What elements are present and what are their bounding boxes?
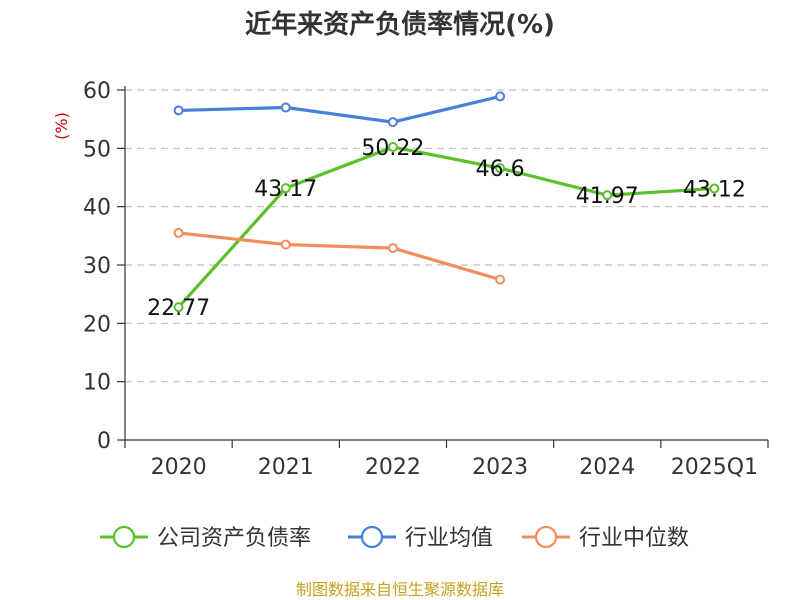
data-point <box>495 274 506 285</box>
series-line <box>177 145 715 309</box>
data-point <box>387 243 398 254</box>
axes: 0 10 20 30 40 50 60 2020 2021 2022 2023 2024 2025Q1 <box>83 79 769 480</box>
data-point <box>173 105 184 116</box>
data-point <box>602 190 613 201</box>
y-tick-label: 0 <box>97 429 111 454</box>
legend-marker <box>112 525 136 549</box>
legend-label: 行业均值 <box>405 526 493 551</box>
data-point <box>280 239 291 250</box>
data-point <box>387 142 398 153</box>
legend-marker <box>360 525 384 549</box>
legend-label: 公司资产负债率 <box>157 526 311 551</box>
data-labels: 22.77 43.17 50.22 46.6 41.97 43.12 <box>147 136 746 321</box>
y-tick-label: 10 <box>83 371 111 396</box>
x-tick-label: 2025Q1 <box>671 455 758 480</box>
data-point <box>173 227 184 238</box>
data-label: 41.97 <box>576 184 639 209</box>
series-lines <box>173 91 720 313</box>
data-point <box>280 102 291 113</box>
data-point <box>495 91 506 102</box>
legend: 公司资产负债率 行业均值 行业中位数 <box>100 525 689 551</box>
y-tick-label: 50 <box>83 137 111 162</box>
y-tick-label: 40 <box>83 196 111 221</box>
data-label: 50.22 <box>361 136 424 161</box>
source-note: 制图数据来自恒生聚源数据库 <box>296 580 504 599</box>
y-tick-label: 20 <box>83 312 111 337</box>
x-tick-label: 2024 <box>579 455 635 480</box>
data-label: 43.17 <box>254 177 317 202</box>
data-point <box>709 183 720 194</box>
y-axis-unit: (%) <box>52 112 71 140</box>
series-line <box>178 231 501 282</box>
series-line <box>178 94 501 124</box>
x-tick-label: 2023 <box>472 455 528 480</box>
y-tick-label: 30 <box>83 254 111 279</box>
x-tick-label: 2021 <box>258 455 314 480</box>
data-point <box>387 117 398 128</box>
x-tick-label: 2020 <box>151 455 207 480</box>
legend-marker <box>534 525 558 549</box>
data-label: 22.77 <box>147 296 210 321</box>
grid-lines <box>125 89 768 383</box>
data-point <box>495 163 506 174</box>
data-point <box>280 183 291 194</box>
data-point <box>173 302 184 313</box>
y-tick-label: 60 <box>83 79 111 104</box>
x-tick-label: 2022 <box>365 455 421 480</box>
data-label: 46.6 <box>476 157 525 182</box>
chart-title: 近年来资产负债率情况(%) <box>245 9 555 40</box>
legend-label: 行业中位数 <box>579 526 689 551</box>
data-label: 43.12 <box>683 177 746 202</box>
